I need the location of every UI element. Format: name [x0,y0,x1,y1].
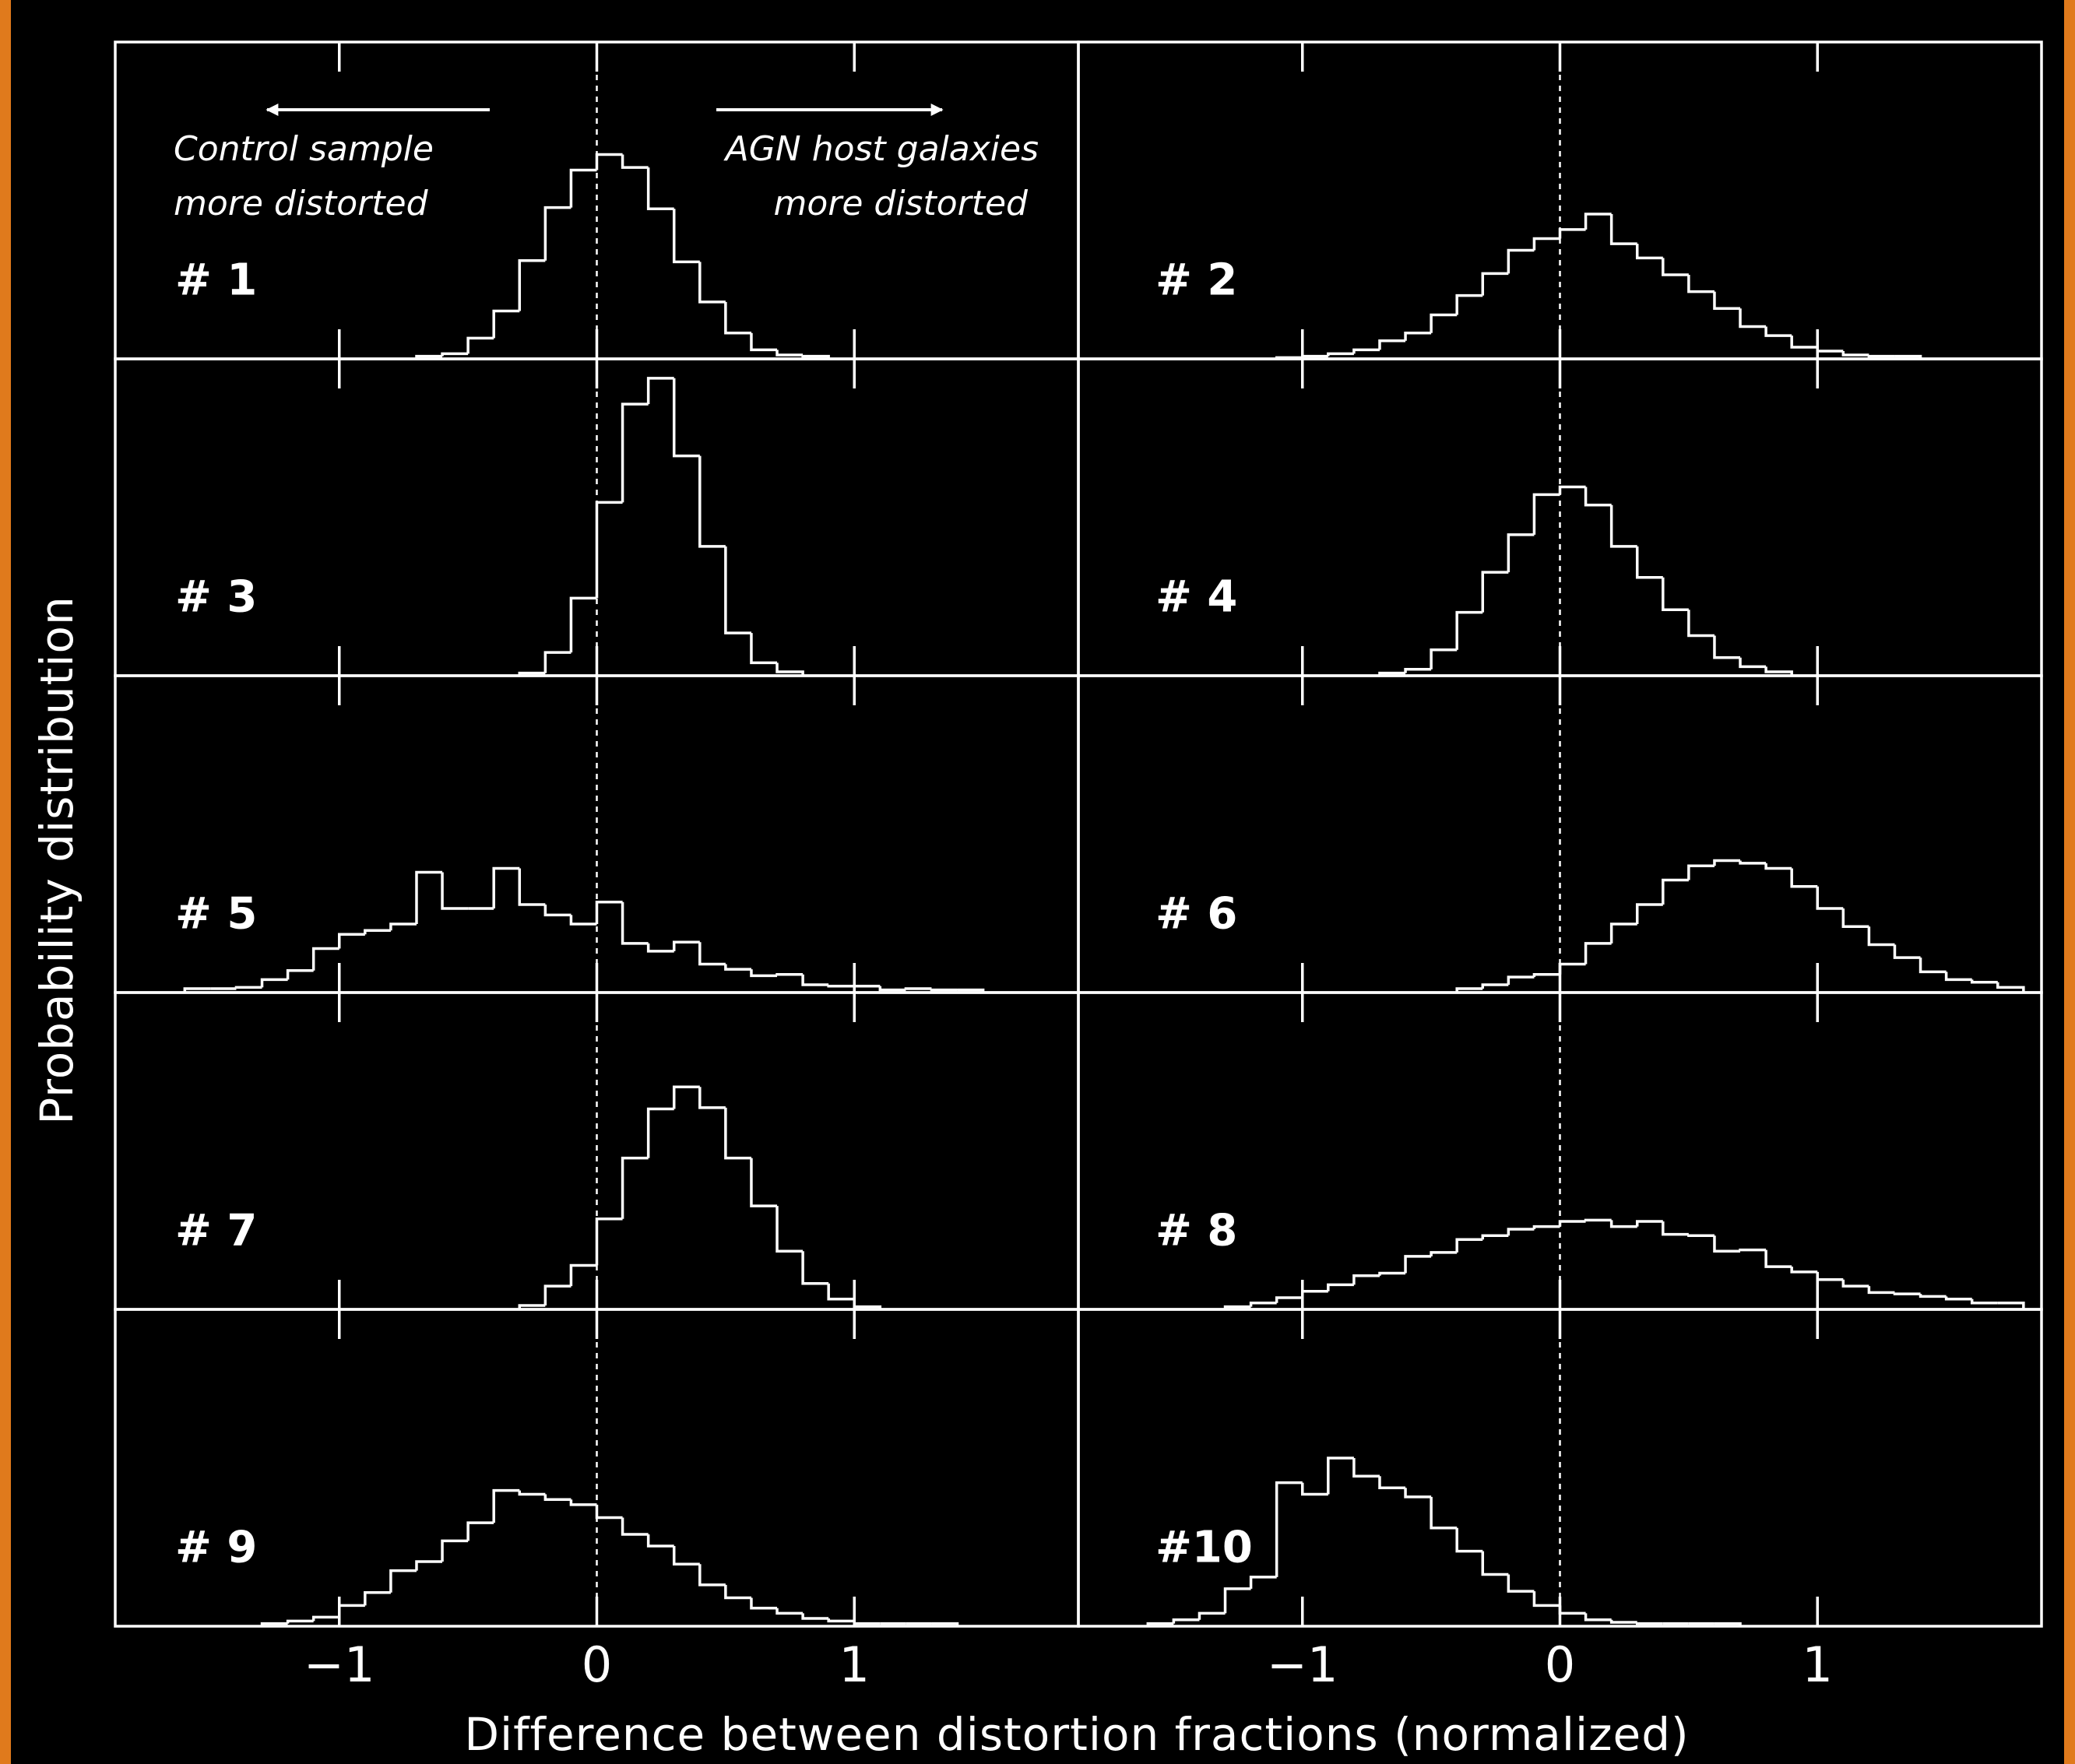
annotation: Control sample [174,129,434,169]
annotation: AGN host galaxies [723,129,1039,169]
x-tick-label: 1 [839,1636,870,1693]
panel-label: # 7 [175,1205,257,1256]
histogram-bin [1637,1622,1663,1624]
histogram-bin [777,975,803,976]
panel-label: # 3 [175,571,257,622]
panel-label: # 9 [175,1522,257,1572]
panel-label: # 1 [175,255,257,305]
panel-label: #10 [1155,1522,1253,1572]
panel-label: # 8 [1155,1205,1237,1256]
background [0,0,2075,1764]
border-right [2064,0,2075,1764]
annotation: more distorted [773,184,1029,223]
panel-label: # 6 [1155,888,1237,939]
x-tick-label: 1 [1802,1636,1833,1693]
x-tick-label: −1 [304,1636,375,1693]
figure: Control sample more distorted AGN host g… [0,0,2075,1764]
panel-label: # 5 [175,888,257,939]
histogram-bin [931,989,957,990]
histogram-bin [1894,1292,1920,1294]
annotation: more distorted [174,184,429,223]
histogram-bin [1303,357,1328,358]
panel-label: # 2 [1155,255,1237,305]
histogram-bin [236,987,262,989]
x-tick-label: −1 [1267,1636,1338,1693]
histogram-bin [906,989,931,990]
y-axis-title: Probability distribution [30,596,83,1125]
histogram-bin [1869,355,1894,357]
histogram-bin [1689,1235,1715,1236]
x-tick-label: 0 [582,1636,612,1693]
histogram-bin [1740,1250,1766,1252]
histogram-bin [828,985,854,986]
border-left [0,0,11,1764]
x-tick-label: 0 [1545,1636,1575,1693]
panel-label: # 4 [1155,571,1237,622]
histogram-bin [1586,1220,1612,1221]
x-axis-title: Difference between distortion fractions … [464,1708,1689,1761]
